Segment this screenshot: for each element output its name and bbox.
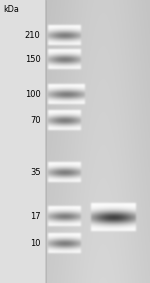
Text: 10: 10 [30, 239, 40, 248]
Text: 210: 210 [25, 31, 40, 40]
Text: 70: 70 [30, 116, 40, 125]
Text: 150: 150 [25, 55, 40, 64]
Text: 17: 17 [30, 212, 40, 221]
Text: 35: 35 [30, 168, 40, 177]
Text: kDa: kDa [3, 5, 19, 14]
Text: 100: 100 [25, 90, 40, 99]
